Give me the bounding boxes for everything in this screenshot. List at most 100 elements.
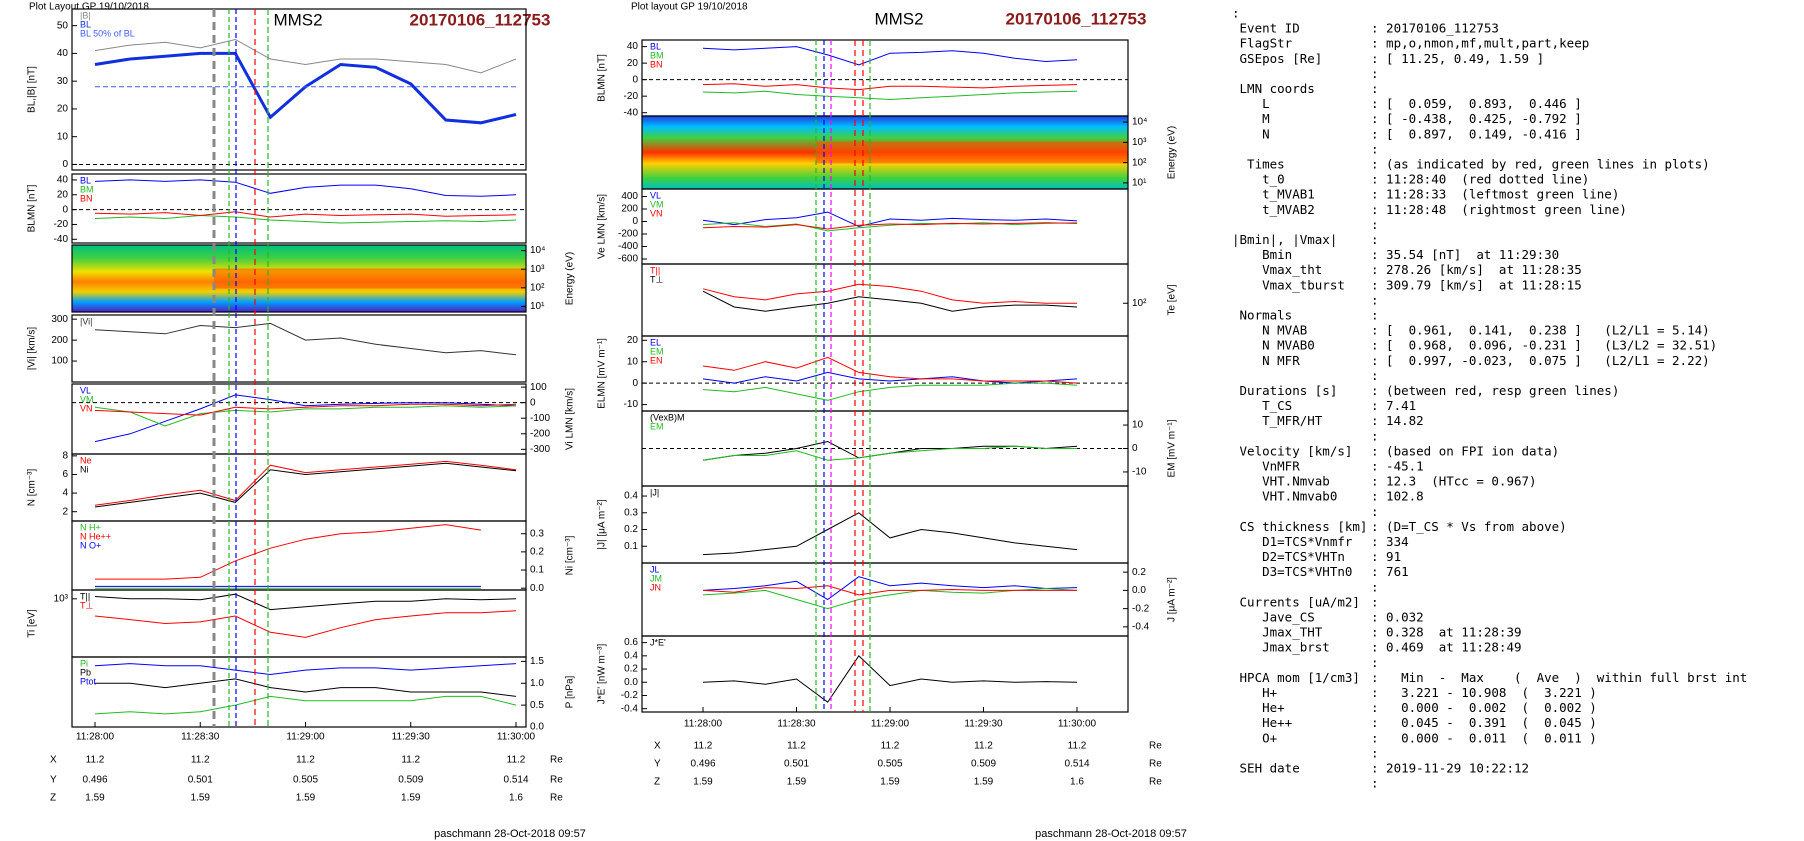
info-key: t_MVAB2 (1232, 202, 1315, 217)
panel-frame (641, 335, 1129, 412)
info-value: : -45.1 (1371, 459, 1424, 474)
y-tick-label: 0.4 (624, 491, 638, 502)
panel-frame (71, 520, 527, 591)
series-line (702, 587, 1078, 610)
y-tick-label: 10 (57, 131, 69, 142)
info-key: Jmax_brst (1232, 640, 1330, 655)
info-key: N MVAB (1232, 323, 1307, 338)
ephemeris-value: 0.496 (690, 759, 715, 770)
y-tick-label: 2 (62, 506, 68, 517)
info-value: : (1371, 308, 1379, 323)
legend-entry: |Vi| (80, 316, 93, 326)
y-axis-label: Vi LMN [km/s] (565, 388, 576, 450)
series-line (94, 695, 517, 715)
y-axis-label: Ti [eV] (27, 609, 38, 638)
y-tick-label: 0.3 (624, 507, 638, 518)
info-value: : (1371, 141, 1379, 156)
y-tick-label: 200 (51, 335, 68, 346)
info-value: : 761 (1371, 564, 1409, 579)
ephemeris-value: 0.496 (82, 775, 107, 786)
info-key: Jave_CS (1232, 610, 1315, 625)
info-key: D1=TCS*Vnmfr (1232, 534, 1353, 549)
info-key: Vmax_tburst (1232, 277, 1345, 292)
ephemeris-label: Y (50, 775, 57, 786)
y-tick-label: -10 (624, 399, 639, 410)
info-key: |Bmin|, |Vmax| (1232, 232, 1337, 247)
ephemeris-label: Y (654, 759, 661, 770)
plot-header: Plot layout GP 19/10/2018 (631, 2, 748, 13)
series-line (702, 585, 1077, 596)
legend-entry: |B| (80, 10, 91, 20)
y-tick-label: 0.0 (530, 583, 544, 594)
y-tick-label: -600 (618, 254, 638, 265)
ephemeris-value: 1.59 (693, 777, 713, 788)
plot-footer: paschmann 28-Oct-2018 09:57 (1035, 828, 1187, 840)
legend-entry: T⊥ (650, 274, 663, 284)
info-value: : (as indicated by red, green lines in p… (1371, 157, 1710, 172)
y-tick-label: 0.2 (1132, 567, 1146, 578)
x-tick-label: 11:28:30 (181, 732, 220, 743)
y-axis-label: EM [mV m⁻¹] (1167, 419, 1178, 477)
info-value: : (1371, 504, 1379, 519)
info-value: : 0.045 - 0.391 ( 0.045 ) (1371, 715, 1597, 730)
series-line (94, 38, 517, 74)
y-tick-label: 20 (57, 189, 69, 200)
legend-entry: BL (650, 41, 661, 51)
info-value: : 35.54 [nT] at 11:29:30 (1371, 247, 1559, 262)
series-line (702, 90, 1078, 101)
ephemeris-value: 11.2 (401, 755, 420, 766)
y-tick-label: 10³ (54, 593, 69, 604)
info-value: : [ 11.25, 0.49, 1.59 ] (1371, 51, 1544, 66)
info-value: : [ 0.961, 0.141, 0.238 ] (L2/L1 = 5.14) (1371, 323, 1710, 338)
legend-entry: VN (80, 403, 93, 413)
y-tick-label: -20 (624, 91, 639, 102)
x-tick-label: 11:28:30 (777, 719, 816, 730)
info-value: : (1371, 655, 1379, 670)
x-tick-label: 11:28:00 (76, 732, 115, 743)
info-value: : 0.000 - 0.011 ( 0.011 ) (1371, 730, 1597, 745)
info-value: : mp,o,nmon,mf,mult,part,keep (1371, 36, 1589, 51)
legend-entry: VM (650, 199, 664, 209)
ephemeris-value: 11.2 (787, 741, 806, 752)
info-value: : 0.469 at 11:28:49 (1371, 640, 1522, 655)
info-key: H+ (1232, 685, 1277, 700)
y-tick-label: 30 (57, 76, 69, 87)
y-tick-label: 10² (530, 282, 545, 293)
info-value: : (1371, 594, 1379, 609)
ephemeris-value: 1.59 (787, 777, 807, 788)
series-line (702, 222, 1078, 230)
legend-entry: JM (650, 573, 662, 583)
y-axis-label: BL,|B| [nT] (27, 66, 38, 113)
info-key: Times (1232, 157, 1285, 172)
y-tick-label: 0.2 (530, 547, 544, 558)
y-tick-label: 1.5 (530, 656, 544, 667)
ephemeris-value: 1.6 (1070, 777, 1084, 788)
series-line (94, 211, 517, 218)
info-value: : (1371, 579, 1379, 594)
legend-entry: JL (650, 564, 660, 574)
legend-entry: BL 50% of BL (80, 28, 135, 38)
ephemeris-value: 11.2 (296, 755, 315, 766)
info-key: N (1232, 126, 1270, 141)
event-id: 20170106_112753 (410, 10, 551, 29)
series-line (94, 322, 517, 356)
info-value: : 12.3 (HTcc = 0.967) (1371, 474, 1537, 489)
legend-entry: Ni (80, 464, 89, 474)
y-axis-label: |Vi| [km/s] (27, 327, 38, 371)
y-tick-label: -400 (618, 241, 638, 252)
plot-title: MMS2 (273, 10, 322, 29)
info-key: D2=TCS*VHTn (1232, 549, 1345, 564)
y-tick-label: 40 (57, 175, 69, 186)
y-tick-label: 0.0 (530, 722, 544, 733)
info-value: : (1371, 232, 1379, 247)
y-tick-label: -0.2 (621, 690, 639, 701)
series-line (702, 445, 1077, 461)
info-key: N MVAB0 (1232, 338, 1315, 353)
y-tick-label: 6 (62, 469, 68, 480)
ephemeris-label: X (654, 741, 661, 752)
y-tick-label: 0 (1132, 443, 1138, 454)
ephemeris-value: 11.2 (1068, 741, 1087, 752)
series-line (94, 403, 517, 416)
ephemeris-unit: Re (550, 775, 563, 786)
series-line (95, 524, 481, 580)
